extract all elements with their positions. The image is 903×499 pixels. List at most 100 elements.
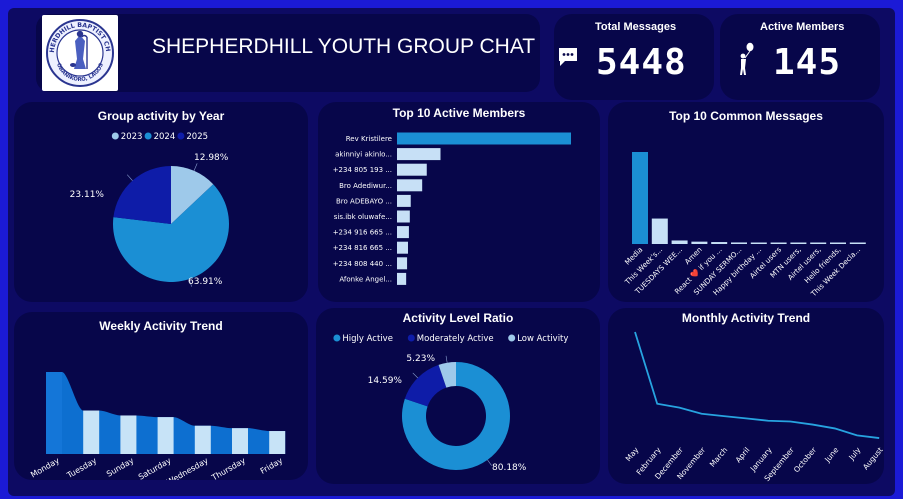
- monthly-month-label: April: [734, 446, 752, 465]
- members-bar-card: Top 10 Active Members Rev Kristilere akin…: [318, 102, 600, 302]
- active-members-value: 145: [773, 42, 842, 83]
- message-bar: [632, 152, 648, 244]
- weekly-chart-card: Weekly Activity Trend Monday Tuesday Sunda…: [14, 312, 308, 480]
- pie-leader-line: [188, 278, 192, 287]
- member-bar: [397, 241, 408, 254]
- message-bar: [711, 242, 728, 244]
- message-bar: [651, 218, 668, 244]
- messages-bar-title: Top 10 Common Messages: [669, 109, 823, 123]
- total-messages-card: Total Messages 5448: [554, 14, 714, 100]
- message-bar: [731, 242, 747, 244]
- active-members-card: Active Members 145: [720, 14, 880, 100]
- member-label: sis.ibk oluwafe...: [334, 213, 392, 221]
- donut-slice-0: [402, 362, 510, 470]
- donut-data-label: 80.18%: [492, 463, 527, 473]
- monthly-month-label: June: [822, 445, 840, 464]
- weekly-day-label: Saturday: [137, 456, 173, 480]
- level-legend-label: Higly Active: [342, 334, 393, 344]
- pie-leader-line: [193, 163, 198, 171]
- monthly-month-label: July: [846, 445, 863, 462]
- monthly-month-label: May: [624, 445, 641, 463]
- members-bar-chart: Rev Kristilere akinniyi akinlo... +234 805…: [333, 132, 571, 285]
- weekly-day-label: Tuesday: [65, 456, 99, 480]
- member-label: +234 916 665 ...: [333, 229, 392, 237]
- member-label: +234 805 193 ...: [333, 166, 392, 174]
- weekly-day-label: Thursday: [209, 456, 247, 480]
- pie-data-label: 63.91%: [188, 277, 223, 287]
- church-logo: SHEPHERDHILL BAPTIST CHURCH OBANIKORO, L…: [42, 15, 118, 91]
- message-bar: [810, 242, 827, 244]
- message-bar: [750, 242, 767, 244]
- donut-data-label: 14.59%: [368, 376, 403, 386]
- year-legend-label: 2023: [121, 132, 143, 142]
- weekly-day-label: Friday: [259, 456, 285, 476]
- message-bar: [671, 240, 688, 244]
- member-bar: [397, 163, 427, 176]
- year-pie-chart: 2023 2024 2025 12.98% 63.91% 23.11%: [70, 132, 229, 287]
- pie-leader-line: [126, 174, 133, 181]
- person-balloon-icon: [740, 42, 754, 75]
- year-legend-label: 2024: [154, 132, 176, 142]
- member-bar: [397, 226, 409, 239]
- header-card: SHEPHERDHILL BAPTIST CHURCH OBANIKORO, L…: [36, 14, 540, 92]
- weekly-bar: [194, 425, 211, 454]
- weekly-bar: [46, 372, 62, 454]
- member-label: Bro ADEBAYO ...: [336, 197, 392, 205]
- member-label: Rev Kristilere: [346, 135, 392, 143]
- level-legend-label: Low Activity: [517, 334, 568, 344]
- donut-leader-line: [445, 355, 448, 363]
- level-legend-dot: [407, 334, 415, 342]
- year-legend-dot: [144, 132, 152, 140]
- chat-icon: [559, 48, 577, 66]
- pie-slice-2024: [113, 184, 229, 282]
- member-bar: [397, 272, 407, 285]
- year-legend-dot: [111, 132, 119, 140]
- weekly-day-label: Sunday: [105, 456, 136, 479]
- weekly-day-label: Wednesday: [165, 456, 210, 480]
- total-messages-label: Total Messages: [595, 21, 677, 33]
- level-donut-chart: Higly Active Moderately Active Low Activit…: [333, 334, 568, 473]
- year-legend-dot: [177, 132, 185, 140]
- weekly-bar: [232, 428, 248, 454]
- level-legend-dot: [333, 334, 341, 342]
- weekly-bar: [157, 417, 174, 454]
- message-bar: [849, 242, 866, 244]
- messages-bar-card: Top 10 Common Messages Media This Week's.…: [608, 102, 884, 302]
- pie-data-label: 23.11%: [70, 190, 105, 200]
- donut-leader-line: [412, 372, 418, 379]
- member-bar: [397, 148, 441, 161]
- pie-slice-2023: [171, 166, 214, 224]
- weekly-bar: [120, 415, 137, 454]
- weekly-area-ribbon: [46, 372, 286, 454]
- year-pie-title: Group activity by Year: [97, 109, 225, 123]
- level-legend-label: Moderately Active: [417, 334, 494, 344]
- member-bar: [397, 194, 411, 207]
- member-bar: [397, 210, 410, 223]
- members-bar-title: Top 10 Active Members: [392, 106, 526, 120]
- monthly-month-label: August: [861, 445, 884, 471]
- weekly-chart-title: Weekly Activity Trend: [99, 319, 223, 333]
- monthly-trend-line: [634, 331, 880, 439]
- message-bar: [770, 242, 787, 244]
- total-messages-value: 5448: [596, 42, 687, 83]
- donut-slice-1: [404, 364, 447, 407]
- member-label: +234 808 440 ...: [333, 260, 392, 268]
- donut-data-label: 5.23%: [406, 354, 435, 364]
- year-legend-label: 2025: [186, 132, 208, 142]
- level-legend-dot: [508, 334, 516, 342]
- monthly-month-label: October: [792, 445, 819, 474]
- pie-data-label: 12.98%: [194, 153, 229, 163]
- weekly-day-label: Monday: [29, 456, 61, 480]
- member-bar: [397, 132, 571, 145]
- member-bar: [397, 257, 408, 270]
- pie-slice-2025: [113, 166, 171, 224]
- dashboard-title: SHEPHERDHILL YOUTH GROUP CHAT: [152, 35, 536, 58]
- message-bar: [790, 242, 807, 244]
- donut-slice-2: [438, 362, 456, 388]
- message-bar: [691, 241, 708, 244]
- weekly-bar: [83, 410, 100, 454]
- member-bar: [397, 179, 423, 192]
